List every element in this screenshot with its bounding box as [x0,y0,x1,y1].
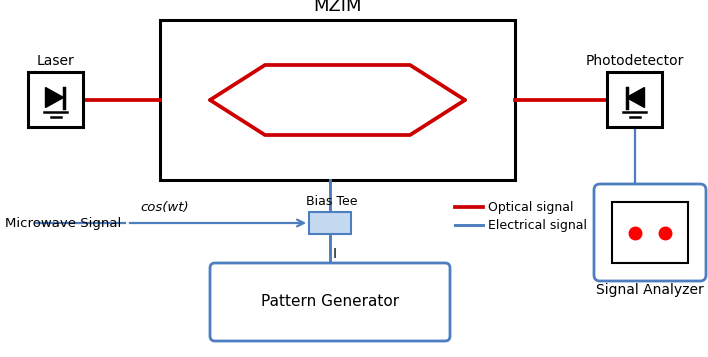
Text: cos(wt): cos(wt) [140,201,188,214]
Text: Electrical signal: Electrical signal [488,218,587,231]
Polygon shape [627,87,644,107]
Bar [160,20,515,180]
Text: Optical signal: Optical signal [488,201,573,213]
FancyBboxPatch shape [210,263,450,341]
Text: Bias Tee: Bias Tee [307,195,358,208]
Text: MZIM: MZIM [313,0,362,15]
Text: Pattern Generator: Pattern Generator [261,295,399,310]
Text: Signal Analyzer: Signal Analyzer [596,283,704,297]
Text: Laser: Laser [37,54,74,68]
Bar [607,72,662,127]
Bar [28,72,83,127]
Polygon shape [45,87,64,107]
Bar [612,202,688,263]
Text: I: I [333,247,337,261]
FancyBboxPatch shape [594,184,706,281]
FancyBboxPatch shape [309,212,351,234]
Text: Photodetector: Photodetector [586,54,684,68]
Text: Microwave Signal: Microwave Signal [5,216,121,230]
